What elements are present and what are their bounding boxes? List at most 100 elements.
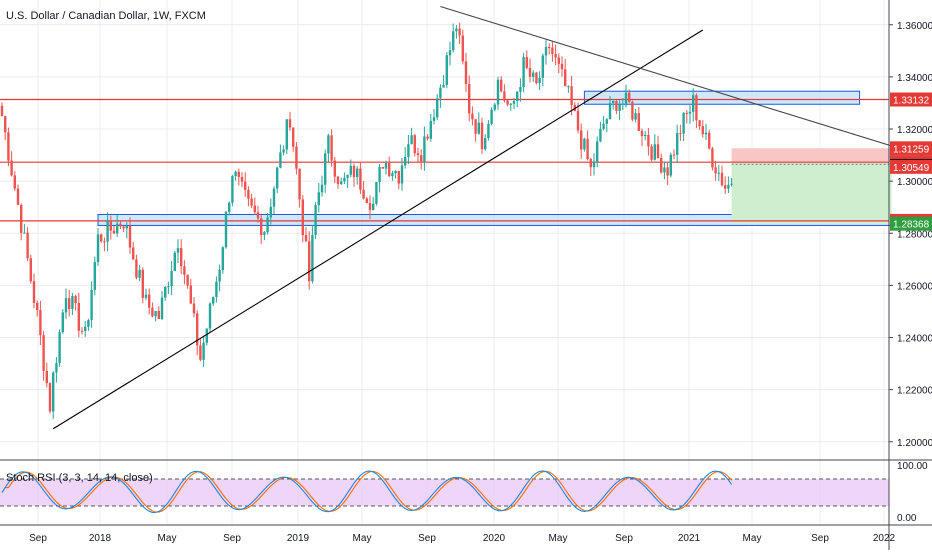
candlestick[interactable] <box>551 41 554 62</box>
candlestick[interactable] <box>666 162 669 186</box>
candlestick[interactable] <box>695 93 698 129</box>
candlestick[interactable] <box>522 52 525 93</box>
candlestick[interactable] <box>183 260 186 285</box>
candlestick[interactable] <box>503 84 506 103</box>
candlestick[interactable] <box>676 124 679 163</box>
candlestick[interactable] <box>720 165 724 187</box>
candlestick[interactable] <box>327 133 330 162</box>
candlestick[interactable] <box>439 84 442 108</box>
candlestick[interactable] <box>116 214 119 237</box>
trend-line[interactable] <box>52 29 704 430</box>
candlestick[interactable] <box>724 176 727 194</box>
candlestick[interactable] <box>554 44 557 66</box>
candlestick[interactable] <box>80 327 84 335</box>
candlestick[interactable] <box>320 175 324 197</box>
candlestick[interactable] <box>349 159 352 178</box>
candlestick[interactable] <box>87 318 90 331</box>
candlestick[interactable] <box>500 76 503 93</box>
candlestick[interactable] <box>487 120 490 141</box>
candlestick[interactable] <box>436 94 439 120</box>
candlestick[interactable] <box>32 273 36 309</box>
candlestick[interactable] <box>112 226 116 235</box>
candlestick[interactable] <box>119 221 122 230</box>
candlestick[interactable] <box>208 302 212 332</box>
candlestick[interactable] <box>663 161 666 180</box>
candlestick[interactable] <box>432 109 436 125</box>
candlestick[interactable] <box>538 71 541 90</box>
candlestick[interactable] <box>10 151 13 177</box>
candlestick[interactable] <box>176 239 180 264</box>
candlestick[interactable] <box>84 321 87 337</box>
candlestick[interactable] <box>96 228 100 267</box>
candlestick[interactable] <box>164 286 167 301</box>
candlestick[interactable] <box>148 288 151 315</box>
candlestick[interactable] <box>90 281 93 328</box>
candlestick[interactable] <box>173 250 176 272</box>
candlestick[interactable] <box>288 111 292 131</box>
candlestick[interactable] <box>237 168 240 186</box>
candlestick[interactable] <box>525 50 528 70</box>
candlestick[interactable] <box>410 127 413 145</box>
candlestick[interactable] <box>196 310 199 356</box>
candlestick[interactable] <box>672 149 676 160</box>
candlestick[interactable] <box>452 23 455 53</box>
candlestick[interactable] <box>391 170 394 181</box>
candlestick[interactable] <box>679 124 682 141</box>
candlestick[interactable] <box>55 356 58 383</box>
candlestick[interactable] <box>304 227 308 243</box>
candlestick[interactable] <box>7 127 10 167</box>
candlestick[interactable] <box>474 118 477 142</box>
candlestick[interactable] <box>256 205 260 223</box>
candlestick[interactable] <box>333 156 336 184</box>
candlestick[interactable] <box>480 117 484 154</box>
candlestick[interactable] <box>231 174 234 207</box>
candlestick[interactable] <box>160 291 164 320</box>
take-profit-area[interactable] <box>731 162 892 224</box>
candlestick[interactable] <box>592 153 596 176</box>
candlestick[interactable] <box>640 128 644 146</box>
candlestick[interactable] <box>727 176 730 194</box>
candlestick[interactable] <box>266 213 269 235</box>
candlestick[interactable] <box>599 121 602 143</box>
candlestick[interactable] <box>397 170 400 190</box>
candlestick[interactable] <box>301 194 304 243</box>
support-resistance-zone[interactable] <box>583 90 861 105</box>
candlestick[interactable] <box>298 168 301 208</box>
candlestick[interactable] <box>240 172 244 187</box>
candlestick[interactable] <box>272 186 276 215</box>
candlestick[interactable] <box>548 43 551 55</box>
candlestick[interactable] <box>576 102 580 134</box>
candlestick[interactable] <box>224 211 228 249</box>
candlestick[interactable] <box>292 127 295 152</box>
candlestick[interactable] <box>656 135 660 159</box>
candlestick[interactable] <box>170 260 173 296</box>
candlestick[interactable] <box>13 171 16 191</box>
candlestick[interactable] <box>407 135 410 164</box>
candlestick[interactable] <box>0 102 4 117</box>
candlestick[interactable] <box>250 193 253 209</box>
candlestick[interactable] <box>260 213 263 245</box>
candlestick[interactable] <box>253 197 256 215</box>
candlestick[interactable] <box>167 281 170 295</box>
candlestick[interactable] <box>570 76 573 116</box>
candlestick[interactable] <box>644 131 647 141</box>
candlestick[interactable] <box>692 88 695 122</box>
candlestick[interactable] <box>45 362 48 388</box>
candlestick[interactable] <box>71 293 74 316</box>
candlestick[interactable] <box>212 296 215 307</box>
candlestick[interactable] <box>352 163 356 187</box>
candlestick[interactable] <box>39 300 42 345</box>
candlestick[interactable] <box>375 181 378 206</box>
candlestick[interactable] <box>394 170 397 179</box>
candlestick[interactable] <box>535 71 538 85</box>
candlestick[interactable] <box>368 195 372 220</box>
candlestick[interactable] <box>615 99 618 115</box>
candlestick[interactable] <box>52 371 55 420</box>
candlestick[interactable] <box>384 160 388 175</box>
candlestick[interactable] <box>612 98 615 110</box>
candlestick[interactable] <box>372 196 375 211</box>
stop-loss-area[interactable] <box>731 148 892 163</box>
candlestick[interactable] <box>199 339 202 362</box>
candlestick[interactable] <box>141 267 144 304</box>
